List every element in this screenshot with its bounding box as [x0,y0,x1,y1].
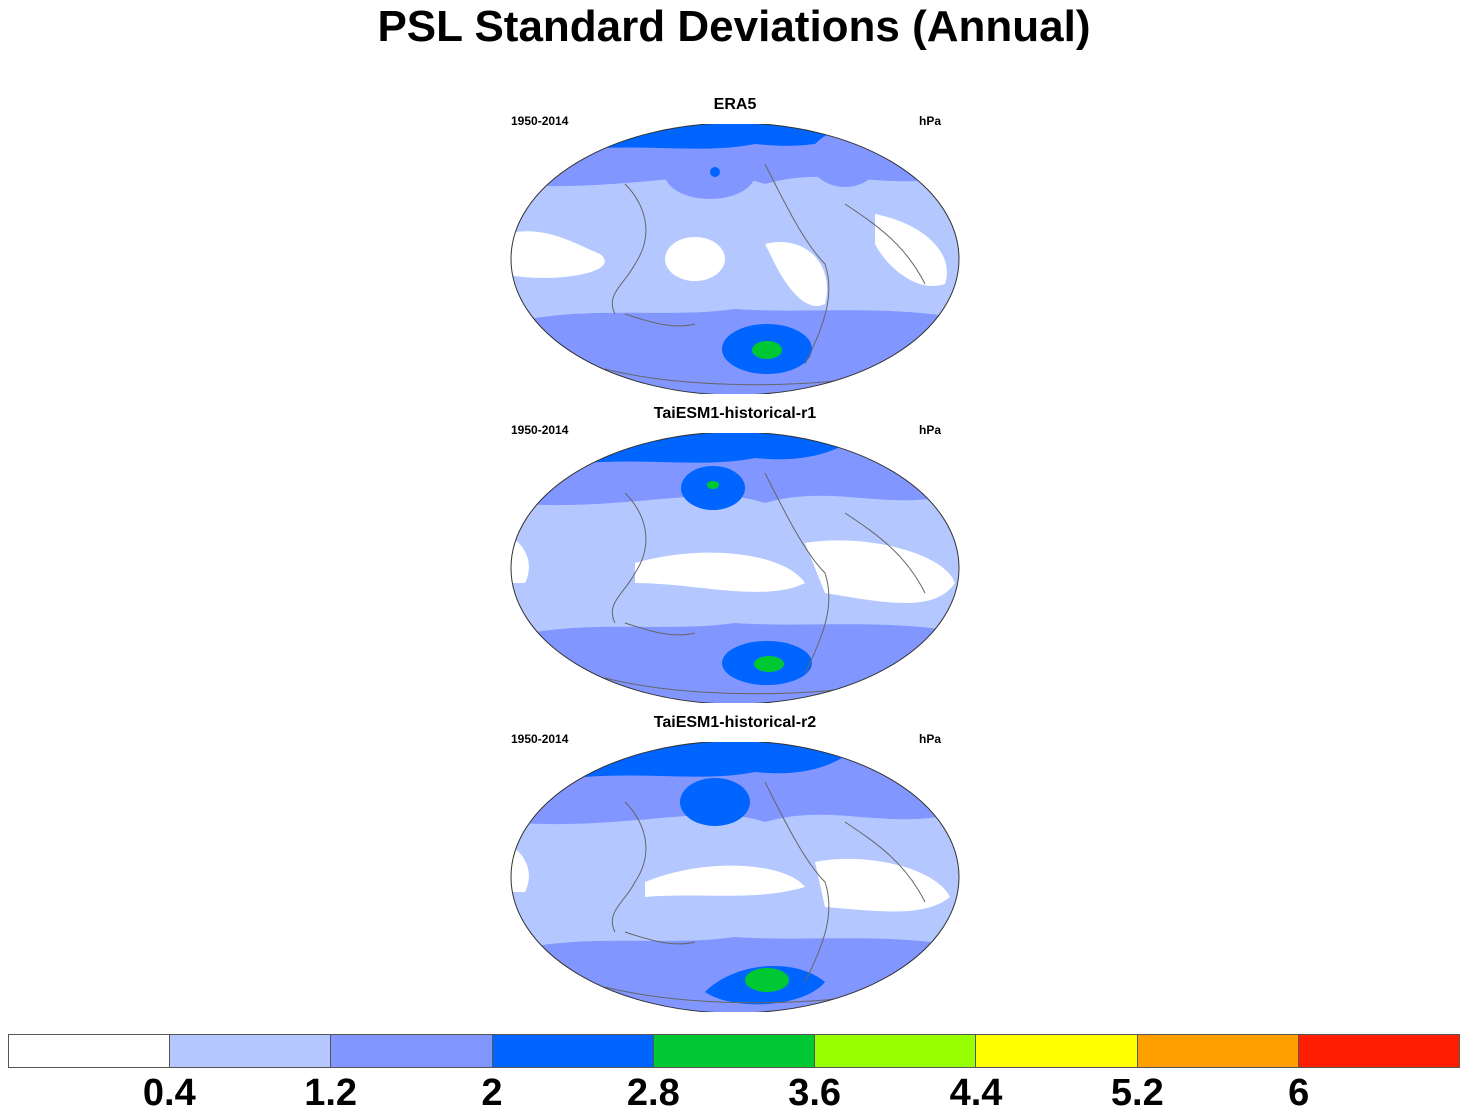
colorbar-box [653,1035,816,1067]
panel-units: hPa [918,114,941,128]
panel-title: TaiESM1-historical-r1 [653,405,817,422]
colorbar-label: 1.2 [304,1072,358,1114]
panel-period: 1950-2014 [511,114,569,128]
colorbar-box [1137,1035,1299,1067]
colorbar-label: 0.4 [142,1072,196,1114]
colorbar-label: 5.2 [1110,1072,1164,1114]
colorbar-box [9,1035,171,1067]
world-map [510,433,960,703]
panel-units: hPa [918,423,941,437]
colorbar-label: 6 [1288,1072,1310,1114]
colorbar-box [815,1035,977,1067]
colorbar-box [976,1035,1138,1067]
figure-title: PSL Standard Deviations (Annual) [377,2,1091,51]
panel-title: ERA5 [713,96,757,113]
colorbar-label: 4.4 [949,1072,1003,1114]
world-map [510,124,960,394]
colorbar-label: 2.8 [626,1072,680,1114]
colorbar [8,1034,1460,1068]
map-panel-taiesm1-r2: TaiESM1-historical-r2 1950-2014 hPa [505,714,965,1014]
world-map [510,742,960,1012]
colorbar-box [331,1035,493,1067]
colorbar-box [170,1035,332,1067]
colorbar-box [492,1035,654,1067]
panel-period: 1950-2014 [511,732,569,746]
map-panel-era5: ERA5 1950-2014 hPa [505,96,965,396]
colorbar-box [1298,1035,1459,1067]
colorbar-label: 3.6 [788,1072,842,1114]
map-panel-taiesm1-r1: TaiESM1-historical-r1 1950-2014 hPa [505,405,965,705]
panel-title: TaiESM1-historical-r2 [653,714,817,731]
panel-units: hPa [918,732,941,746]
panel-period: 1950-2014 [511,423,569,437]
colorbar-label: 2 [481,1072,503,1114]
